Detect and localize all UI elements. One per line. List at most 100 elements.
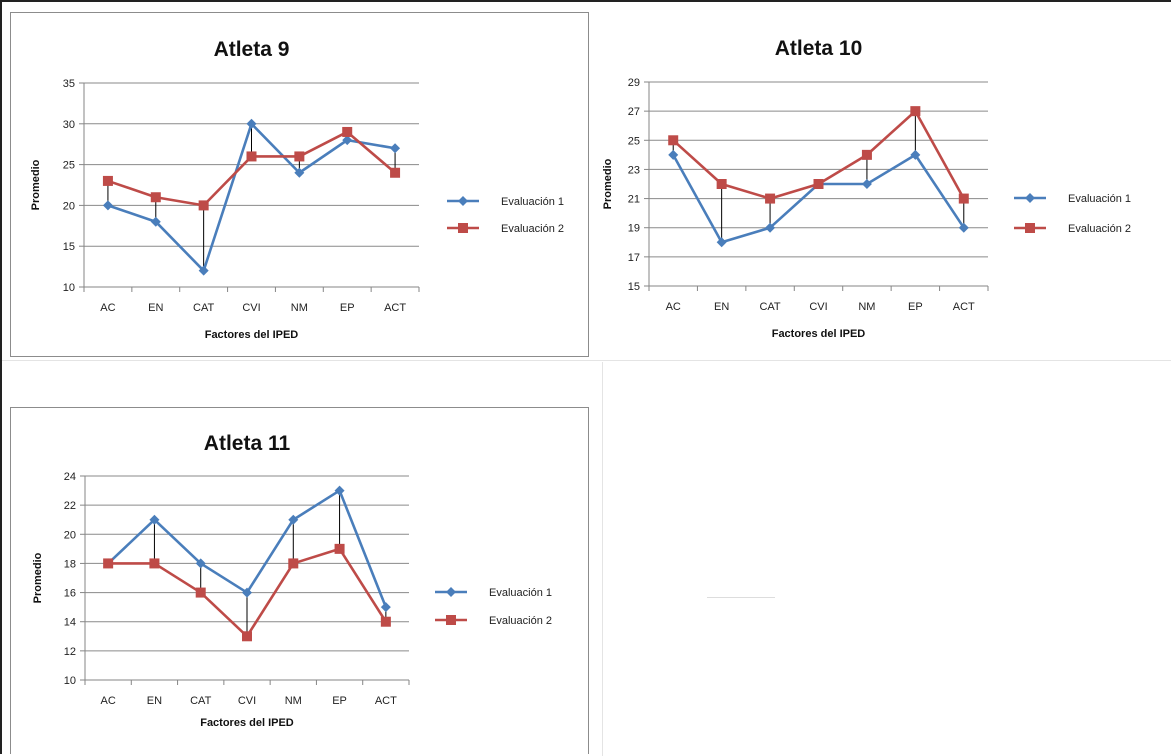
data-point-evaluacion-2 <box>380 616 391 627</box>
y-tick-label: 20 <box>63 200 75 212</box>
x-tick-label: NM <box>285 695 302 707</box>
y-tick-label: 35 <box>63 78 75 90</box>
legend-entry-evaluacion-2: Evaluación 2 <box>435 615 552 627</box>
y-tick-label: 10 <box>64 675 76 687</box>
data-point-evaluacion-2 <box>246 151 257 162</box>
data-point-evaluacion-2 <box>958 193 969 204</box>
x-tick-label: NM <box>858 301 875 313</box>
data-point-evaluacion-2 <box>103 558 114 569</box>
data-point-evaluacion-2 <box>294 151 305 162</box>
data-point-evaluacion-1 <box>334 485 345 496</box>
data-point-evaluacion-2 <box>195 587 206 598</box>
x-tick-label: EN <box>714 301 729 313</box>
chart-panel-atleta-10[interactable]: Atleta 10 15 17 19 21 23 25 27 29 AC EN CAT CVI NM EP A… <box>588 12 1171 357</box>
y-tick-label: 20 <box>64 529 76 541</box>
y-tick-label: 19 <box>628 223 640 235</box>
x-axis-title: Factores del IPED <box>200 717 294 729</box>
y-tick-label: 29 <box>628 77 640 89</box>
data-point-evaluacion-1 <box>102 200 113 211</box>
x-tick-label: CVI <box>238 695 256 707</box>
y-tick-label: 18 <box>64 558 76 570</box>
x-tick-label: AC <box>100 302 115 314</box>
data-point-evaluacion-2 <box>716 179 727 189</box>
legend-marker <box>1025 193 1035 203</box>
data-point-evaluacion-1 <box>150 216 161 227</box>
data-point-evaluacion-2 <box>910 106 921 117</box>
y-tick-label: 23 <box>628 164 640 176</box>
data-point-evaluacion-2 <box>765 193 776 204</box>
y-tick-label: 21 <box>628 194 640 206</box>
legend-entry-evaluacion-2: Evaluación 2 <box>447 223 564 235</box>
data-point-evaluacion-2 <box>242 631 252 642</box>
y-tick-label: 17 <box>628 252 640 264</box>
legend-label: Evaluación 2 <box>489 615 552 627</box>
y-axis-title: Promedio <box>32 552 44 603</box>
chart-atleta-9: Atleta 9 10 15 20 25 30 35 AC EN CAT CVI NM EP ACT Fac… <box>30 38 564 341</box>
y-tick-label: 16 <box>64 588 76 600</box>
x-tick-label: CVI <box>809 301 827 313</box>
legend-label: Evaluación 1 <box>489 587 552 599</box>
data-point-evaluacion-1 <box>765 222 776 233</box>
data-point-evaluacion-1 <box>246 118 257 129</box>
x-tick-label: EP <box>340 302 355 314</box>
x-tick-label: EP <box>332 695 347 707</box>
legend-marker <box>458 196 468 206</box>
legend-entry-evaluacion-1: Evaluación 1 <box>447 196 564 208</box>
data-point-evaluacion-1 <box>342 135 353 146</box>
data-point-evaluacion-1 <box>288 514 299 525</box>
x-tick-label: EN <box>147 695 162 707</box>
data-point-evaluacion-1 <box>668 149 679 160</box>
y-tick-label: 15 <box>628 281 640 293</box>
data-point-evaluacion-1 <box>294 167 305 178</box>
chart-atleta-11: Atleta 11 10 12 14 16 18 20 22 24 AC EN CAT CVI NM EP A… <box>32 432 552 729</box>
data-point-evaluacion-1 <box>861 179 872 189</box>
data-point-evaluacion-1 <box>380 602 391 613</box>
y-tick-label: 27 <box>628 106 640 118</box>
x-axis-title: Factores del IPED <box>772 328 866 340</box>
data-point-evaluacion-2 <box>668 135 679 146</box>
legend-entry-evaluacion-2: Evaluación 2 <box>1014 223 1131 235</box>
data-point-evaluacion-2 <box>390 167 401 178</box>
y-tick-label: 25 <box>63 160 75 172</box>
y-tick-label: 22 <box>64 500 76 512</box>
legend-entry-evaluacion-1: Evaluación 1 <box>435 587 552 599</box>
x-tick-label: CAT <box>193 302 214 314</box>
data-point-evaluacion-1 <box>195 558 206 569</box>
x-tick-label: ACT <box>953 301 975 313</box>
y-tick-label: 15 <box>63 241 75 253</box>
legend-label: Evaluación 1 <box>501 196 564 208</box>
chart-panel-atleta-9[interactable]: Atleta 9 10 15 20 25 30 35 AC EN CAT CVI NM EP ACT Fac… <box>10 12 589 357</box>
chart-atleta-10: Atleta 10 15 17 19 21 23 25 27 29 AC EN CAT CVI NM EP A… <box>602 37 1131 340</box>
x-tick-label: CAT <box>190 695 211 707</box>
legend-marker <box>458 223 468 233</box>
legend-entry-evaluacion-1: Evaluación 1 <box>1014 193 1131 205</box>
data-point-evaluacion-1 <box>149 514 160 525</box>
y-tick-label: 25 <box>628 135 640 147</box>
x-tick-label: EN <box>148 302 163 314</box>
legend-label: Evaluación 2 <box>1068 223 1131 235</box>
data-point-evaluacion-2 <box>861 149 872 160</box>
data-point-evaluacion-1 <box>958 222 969 233</box>
data-point-evaluacion-2 <box>149 558 160 569</box>
legend-marker <box>446 587 456 597</box>
legend-label: Evaluación 2 <box>501 223 564 235</box>
data-point-evaluacion-2 <box>334 543 345 554</box>
x-axis-title: Factores del IPED <box>205 329 299 341</box>
x-tick-label: AC <box>666 301 681 313</box>
x-tick-label: CAT <box>759 301 780 313</box>
x-tick-label: CVI <box>242 302 260 314</box>
legend-marker <box>446 615 456 625</box>
chart-title: Atleta 9 <box>214 38 290 61</box>
y-axis-title: Promedio <box>30 159 42 210</box>
y-tick-label: 30 <box>63 119 75 131</box>
data-point-evaluacion-2 <box>342 126 353 137</box>
data-point-evaluacion-1 <box>716 237 727 248</box>
y-axis-title: Promedio <box>602 158 614 209</box>
data-point-evaluacion-1 <box>198 265 209 276</box>
legend-marker <box>1025 223 1035 233</box>
data-point-evaluacion-2 <box>102 175 113 186</box>
y-tick-label: 12 <box>64 646 76 658</box>
chart-panel-atleta-11[interactable]: Atleta 11 10 12 14 16 18 20 22 24 AC EN CAT CVI NM EP A… <box>10 407 589 754</box>
data-point-evaluacion-1 <box>910 149 921 160</box>
